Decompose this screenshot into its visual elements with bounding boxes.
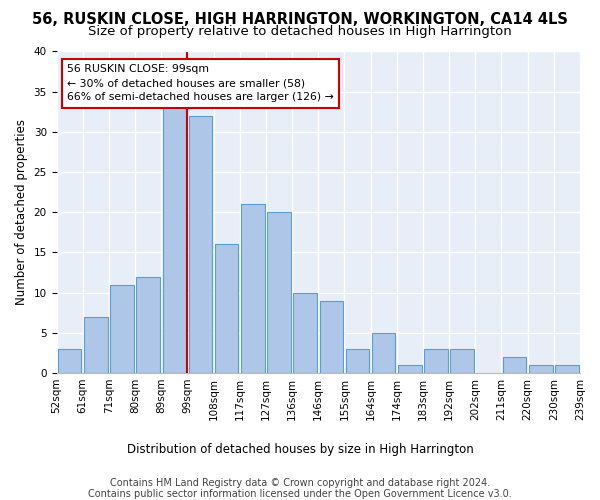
Bar bbox=[215, 244, 238, 373]
Bar bbox=[293, 292, 317, 373]
Text: 56 RUSKIN CLOSE: 99sqm
← 30% of detached houses are smaller (58)
66% of semi-det: 56 RUSKIN CLOSE: 99sqm ← 30% of detached… bbox=[67, 64, 334, 102]
Text: Distribution of detached houses by size in High Harrington: Distribution of detached houses by size … bbox=[127, 442, 473, 456]
Bar bbox=[163, 108, 186, 373]
Bar bbox=[451, 349, 474, 373]
Bar bbox=[110, 284, 134, 373]
Bar bbox=[189, 116, 212, 373]
Text: Size of property relative to detached houses in High Harrington: Size of property relative to detached ho… bbox=[88, 25, 512, 38]
Text: 56, RUSKIN CLOSE, HIGH HARRINGTON, WORKINGTON, CA14 4LS: 56, RUSKIN CLOSE, HIGH HARRINGTON, WORKI… bbox=[32, 12, 568, 28]
Bar bbox=[241, 204, 265, 373]
Bar bbox=[267, 212, 291, 373]
Bar bbox=[424, 349, 448, 373]
Bar bbox=[84, 316, 107, 373]
Bar bbox=[320, 300, 343, 373]
Bar bbox=[503, 357, 526, 373]
Bar bbox=[555, 365, 578, 373]
Bar bbox=[346, 349, 370, 373]
Bar bbox=[58, 349, 82, 373]
Bar bbox=[136, 276, 160, 373]
Bar bbox=[529, 365, 553, 373]
Bar bbox=[372, 333, 395, 373]
Text: Contains HM Land Registry data © Crown copyright and database right 2024.: Contains HM Land Registry data © Crown c… bbox=[110, 478, 490, 488]
Y-axis label: Number of detached properties: Number of detached properties bbox=[15, 120, 28, 306]
Bar bbox=[398, 365, 422, 373]
Text: Contains public sector information licensed under the Open Government Licence v3: Contains public sector information licen… bbox=[88, 489, 512, 499]
